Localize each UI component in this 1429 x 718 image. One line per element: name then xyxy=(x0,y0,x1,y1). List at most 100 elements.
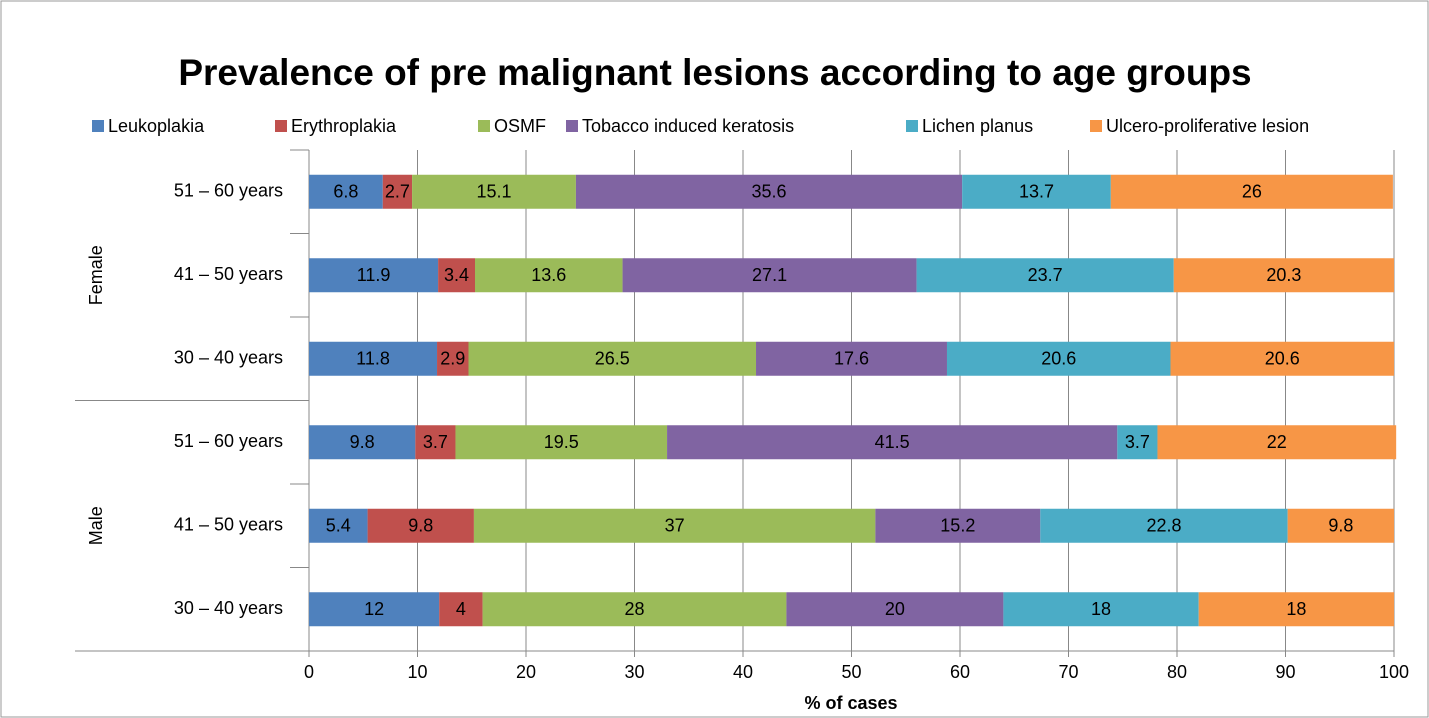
bar-segment xyxy=(309,425,416,460)
bar-segment xyxy=(468,341,757,376)
bar-segment xyxy=(1003,592,1199,627)
bar-segment xyxy=(309,258,439,293)
data-label: 20.6 xyxy=(1041,349,1076,369)
x-tick-label: 60 xyxy=(950,662,970,682)
legend-label: Leukoplakia xyxy=(108,116,205,136)
bar-segment xyxy=(1170,341,1394,376)
data-label: 19.5 xyxy=(544,432,579,452)
data-label: 17.6 xyxy=(834,349,869,369)
legend-swatch xyxy=(275,120,287,132)
bar-segment xyxy=(1117,425,1158,460)
data-label: 26 xyxy=(1242,182,1262,202)
bar-segment xyxy=(309,508,368,543)
bar-segment xyxy=(946,341,1171,376)
bar-segment xyxy=(439,592,483,627)
data-label: 2.9 xyxy=(440,349,465,369)
legend-swatch xyxy=(92,120,104,132)
y-tick-label: 30 – 40 years xyxy=(174,598,283,618)
data-label: 13.6 xyxy=(531,265,566,285)
legend-label: Ulcero-proliferative lesion xyxy=(1106,116,1309,136)
legend-swatch xyxy=(906,120,918,132)
data-label: 2.7 xyxy=(385,182,410,202)
bar-segment xyxy=(475,258,623,293)
data-label: 9.8 xyxy=(1328,516,1353,536)
legend-label: OSMF xyxy=(494,116,546,136)
x-axis-label: % of cases xyxy=(804,693,897,713)
bar-segment xyxy=(309,341,438,376)
data-label: 18 xyxy=(1286,599,1306,619)
bar-segment xyxy=(482,592,787,627)
bar-segment xyxy=(1198,592,1394,627)
legend-swatch xyxy=(478,120,490,132)
bar-segment xyxy=(437,341,469,376)
data-label: 11.9 xyxy=(357,265,391,285)
data-label: 28 xyxy=(624,599,644,619)
data-label: 6.8 xyxy=(333,182,358,202)
data-label: 15.2 xyxy=(940,516,975,536)
group-label: Male xyxy=(86,506,106,545)
bar-segment xyxy=(309,174,383,209)
bar-segment xyxy=(455,425,668,460)
bar-segment xyxy=(438,258,476,293)
legend-label: Tobacco induced keratosis xyxy=(582,116,794,136)
bar-segment xyxy=(1157,425,1397,460)
data-label: 4 xyxy=(456,599,466,619)
bar-segment xyxy=(1287,508,1394,543)
x-tick-label: 30 xyxy=(624,662,644,682)
data-label: 20 xyxy=(885,599,905,619)
x-tick-label: 10 xyxy=(407,662,427,682)
data-label: 9.8 xyxy=(408,516,433,536)
legend-label: Erythroplakia xyxy=(291,116,397,136)
data-label: 35.6 xyxy=(752,182,787,202)
bar-segment xyxy=(875,508,1041,543)
bar-segment xyxy=(667,425,1118,460)
bar-segment xyxy=(367,508,474,543)
data-label: 3.7 xyxy=(423,432,448,452)
bar-segment xyxy=(1110,174,1393,209)
data-label: 41.5 xyxy=(875,432,910,452)
data-label: 22.8 xyxy=(1146,516,1181,536)
data-label: 11.8 xyxy=(356,349,390,369)
data-label: 27.1 xyxy=(752,265,787,285)
x-tick-label: 80 xyxy=(1167,662,1187,682)
bar-segment xyxy=(1040,508,1288,543)
bar-segment xyxy=(309,592,440,627)
x-tick-label: 100 xyxy=(1379,662,1409,682)
data-label: 26.5 xyxy=(595,349,630,369)
bar-segment xyxy=(786,592,1004,627)
legend-swatch xyxy=(1090,120,1102,132)
bar-segment xyxy=(962,174,1111,209)
bar-segment xyxy=(473,508,876,543)
bar-segment xyxy=(382,174,413,209)
y-tick-label: 51 – 60 years xyxy=(174,431,283,451)
y-tick-label: 41 – 50 years xyxy=(174,515,283,535)
group-label: Female xyxy=(86,245,106,305)
bar-segment xyxy=(575,174,963,209)
data-label: 20.3 xyxy=(1266,265,1301,285)
data-label: 3.4 xyxy=(444,265,469,285)
data-label: 18 xyxy=(1091,599,1111,619)
bar-segment xyxy=(415,425,456,460)
chart-title: Prevalence of pre malignant lesions acco… xyxy=(178,52,1252,93)
y-tick-label: 30 – 40 years xyxy=(174,348,283,368)
data-label: 12 xyxy=(364,599,384,619)
data-label: 15.1 xyxy=(476,182,511,202)
bar-segment xyxy=(1173,258,1394,293)
y-tick-label: 51 – 60 years xyxy=(174,181,283,201)
x-tick-label: 40 xyxy=(733,662,753,682)
data-label: 37 xyxy=(665,516,685,536)
data-label: 20.6 xyxy=(1265,349,1300,369)
bar-segment xyxy=(412,174,576,209)
data-label: 5.4 xyxy=(326,516,351,536)
x-tick-label: 70 xyxy=(1058,662,1078,682)
legend-label: Lichen planus xyxy=(922,116,1033,136)
data-label: 9.8 xyxy=(350,432,375,452)
legend-swatch xyxy=(566,120,578,132)
bar-segment xyxy=(916,258,1174,293)
y-tick-label: 41 – 50 years xyxy=(174,264,283,284)
x-tick-label: 50 xyxy=(841,662,861,682)
x-tick-label: 90 xyxy=(1275,662,1295,682)
data-label: 23.7 xyxy=(1028,265,1063,285)
